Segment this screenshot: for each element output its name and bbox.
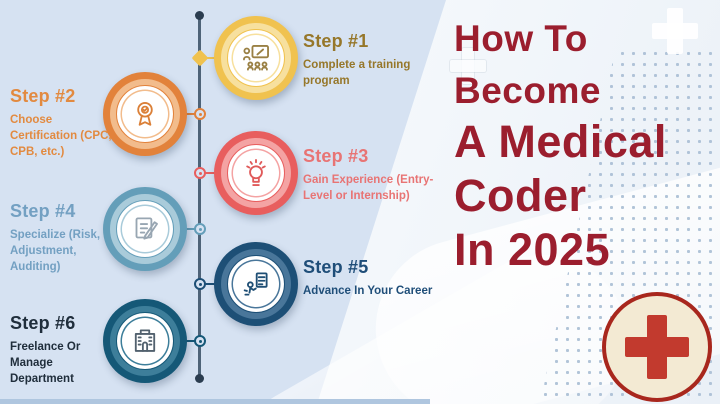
career-advance-icon (243, 272, 268, 296)
red-cross-icon (625, 315, 689, 379)
hospital-building-icon (134, 329, 156, 352)
step-3-description: Gain Experience (Entry-Level or Internsh… (303, 174, 434, 203)
step-6-description: Freelance Or Manage Department (10, 341, 81, 386)
step-1-circle (214, 16, 298, 100)
step-6-label: Step #6 (10, 313, 76, 333)
timeline-connector (204, 172, 217, 174)
step-1-description: Complete a training program (303, 59, 411, 88)
step-5-circle (214, 242, 298, 326)
step-4-label: Step #4 (10, 201, 76, 221)
step-5-description: Advance In Your Career (303, 285, 433, 297)
title-line-1: How To (454, 18, 588, 59)
bottom-edge-strip (0, 399, 430, 404)
timeline-connector (184, 228, 197, 230)
red-cross-badge (602, 292, 712, 402)
title-line-5: In 2025 (454, 224, 611, 275)
timeline-connector (184, 113, 197, 115)
timeline-node-diamond (191, 49, 209, 67)
document-pen-icon (135, 217, 158, 240)
timeline-node (194, 278, 206, 290)
certification-medal-icon (137, 102, 153, 126)
step-4-circle (103, 187, 187, 271)
step-2-circle (103, 72, 187, 156)
timeline-node (194, 223, 206, 235)
timeline-node (194, 108, 206, 120)
medical-cross-icon (652, 8, 698, 54)
step-4-description: Specialize (Risk, Adjustment, Auditing) (10, 229, 101, 274)
timeline-node (194, 335, 206, 347)
training-presentation-icon (243, 45, 269, 71)
title-line-3: A Medical (454, 116, 667, 167)
title-line-2: Become (454, 70, 601, 111)
timeline-connector (184, 340, 197, 342)
title-line-4: Coder (454, 170, 587, 221)
timeline-node (194, 167, 206, 179)
idea-head-icon (246, 159, 266, 186)
timeline-start-dot (195, 11, 204, 20)
timeline-line (198, 14, 201, 380)
timeline-connector (204, 283, 217, 285)
step-5-label: Step #5 (303, 257, 369, 277)
step-1-label: Step #1 (303, 31, 369, 51)
step-2-description: Choose Certification (CPC, CPB, etc.) (10, 114, 112, 159)
timeline-end-dot (195, 374, 204, 383)
medical-cross-watermark-icon (450, 48, 486, 84)
step-2-label: Step #2 (10, 86, 76, 106)
step-3-circle (214, 131, 298, 215)
step-3-label: Step #3 (303, 146, 369, 166)
step-6-circle (103, 299, 187, 383)
timeline-connector (204, 57, 217, 59)
